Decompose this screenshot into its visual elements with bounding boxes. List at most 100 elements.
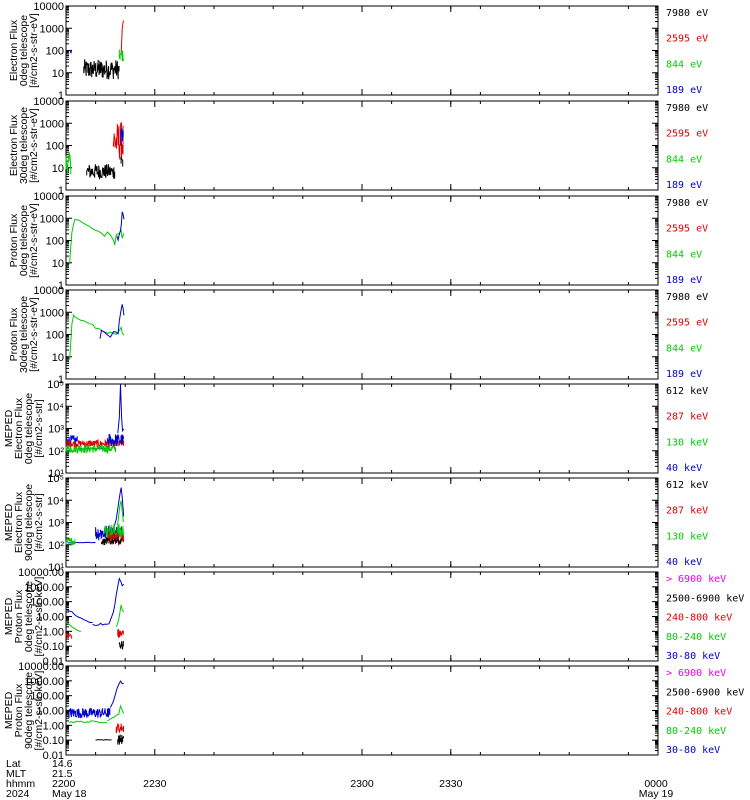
y-tick-label: 10¹: [48, 562, 64, 574]
y-tick-label: 10²: [48, 540, 64, 552]
legend-entry: 240-800 keV: [666, 707, 732, 718]
y-axis-label: 90deg telescope: [23, 672, 35, 749]
legend-entry: 844 eV: [666, 249, 702, 260]
y-axis-label: MEPED: [3, 409, 15, 447]
y-tick-label: 10000: [33, 1, 64, 13]
panel-6-frame: [65, 477, 659, 568]
panel-4-series-green: [69, 313, 125, 360]
y-axis-label: Proton Flux: [13, 683, 25, 737]
time-row-label: hhmm: [6, 778, 35, 790]
y-tick-label: 1.00: [43, 626, 64, 638]
legend-entry: 844 eV: [666, 343, 702, 354]
y-axis-label: MEPED: [3, 503, 15, 541]
legend-entry: 2595 eV: [666, 318, 708, 329]
y-axis-label: 90deg telescope: [23, 484, 35, 561]
x-tick-label: 2230: [143, 778, 167, 790]
y-axis-label: 0deg telescope: [18, 15, 30, 86]
legend-entry: 287 keV: [666, 506, 708, 517]
panel-2-series-blue: [120, 128, 124, 146]
panel-7-series-blue: [92, 622, 109, 626]
legend-entry: 7980 eV: [666, 103, 708, 114]
y-tick-label: 10⁴: [47, 495, 64, 507]
panel-4-series-blue: [99, 304, 125, 339]
y-tick-label: 10²: [48, 446, 64, 458]
y-tick-label: 1: [58, 90, 64, 102]
y-tick-label: 1000.00: [24, 582, 64, 594]
y-tick-label: 1000: [40, 23, 64, 35]
legend-entry: 2595 eV: [666, 224, 708, 235]
legend-entry: 130 keV: [666, 437, 708, 448]
y-axis-label: MEPED: [3, 597, 15, 635]
panel-8-series-blue: [109, 680, 124, 708]
y-axis-label: Electron Flux: [8, 114, 20, 176]
panel-3-series-green: [69, 219, 125, 265]
panel-7-series-green: [115, 604, 125, 628]
panel-6-series-blue: [112, 487, 125, 530]
y-tick-label: 1: [58, 280, 64, 292]
time-row-label: 2024: [6, 788, 30, 800]
time-row-label: Lat: [6, 758, 21, 770]
x-tick-label: May 19: [639, 788, 674, 800]
panel-1-series-black: [83, 59, 120, 80]
legend-entry: 2500-6900 keV: [666, 687, 744, 698]
legend-entry: 7980 eV: [666, 8, 708, 19]
y-axis-label: Proton Flux: [13, 589, 25, 643]
panel-8-series-red: [115, 723, 124, 734]
legend-entry: 189 eV: [666, 180, 702, 191]
y-axis-label: [#/cm2-s-str-keV]: [33, 670, 45, 750]
panel-2-series-black: [86, 164, 116, 180]
panel-6-series-green: [117, 500, 124, 526]
panel-3-frame: [65, 195, 659, 286]
y-tick-label: 10.00: [36, 612, 64, 624]
y-tick-label: 0.10: [43, 641, 64, 653]
y-axis-label: Electron Flux: [13, 397, 25, 459]
y-tick-label: 100.00: [30, 691, 64, 703]
y-axis-label: 30deg telescope: [18, 107, 30, 184]
panel-5-frame: [65, 383, 659, 474]
panel-5-series-red: [65, 438, 125, 448]
legend-entry: 30-80 keV: [666, 651, 720, 662]
y-tick-label: 100: [46, 330, 64, 342]
panel-2-series-black: [120, 157, 124, 167]
panel-7-series-blue: [108, 577, 125, 625]
y-tick-label: 10: [52, 258, 64, 270]
legend-entry: 189 eV: [666, 369, 702, 380]
y-axis-label: Proton Flux: [8, 307, 20, 361]
y-tick-label: 10: [52, 352, 64, 364]
y-tick-label: 100: [46, 46, 64, 58]
y-tick-label: 10⁵: [47, 379, 64, 391]
y-axis-label: [#/cm2-s-str-eV]: [28, 203, 40, 278]
y-axis-label: [#/cm2-s-str-eV]: [28, 297, 40, 372]
y-axis-label: MEPED: [3, 691, 15, 729]
panel-7-series-red: [117, 629, 124, 639]
y-tick-label: 10000: [33, 191, 64, 203]
y-tick-label: 10⁴: [47, 401, 64, 413]
legend-entry: > 6900 keV: [666, 668, 726, 679]
legend-entry: 30-80 keV: [666, 745, 720, 756]
y-axis-label: Proton Flux: [8, 213, 20, 267]
panel-8-frame: [65, 665, 659, 756]
legend-entry: 612 keV: [666, 386, 708, 397]
legend-entry: 7980 eV: [666, 198, 708, 209]
x-tick-label: 0000: [644, 778, 668, 790]
legend-entry: 240-800 keV: [666, 613, 732, 624]
legend-entry: 844 eV: [666, 59, 702, 70]
legend-entry: 40 keV: [666, 463, 702, 474]
panel-2-frame: [65, 100, 659, 191]
legend-entry: 2500-6900 keV: [666, 593, 744, 604]
panel-8-series-green: [68, 720, 108, 724]
panel-5-series-blue: [117, 384, 125, 434]
y-axis-label: [#/cm2-s-str-eV]: [28, 108, 40, 183]
y-tick-label: 10⁵: [47, 473, 64, 485]
y-axis-label: [#/cm2-s-str-eV]: [28, 13, 40, 88]
legend-entry: 2595 eV: [666, 129, 708, 140]
panel-1-series-blue: [69, 49, 72, 54]
y-tick-label: 1: [58, 374, 64, 386]
y-tick-label: 10000.00: [18, 567, 64, 579]
y-tick-label: 0.10: [43, 735, 64, 747]
x-tick-label: 2330: [439, 778, 463, 790]
y-axis-label: Electron Flux: [8, 19, 20, 81]
panel-7-series-blue: [65, 608, 93, 624]
y-tick-label: 10: [52, 68, 64, 80]
panel-6-series-green: [104, 523, 125, 542]
